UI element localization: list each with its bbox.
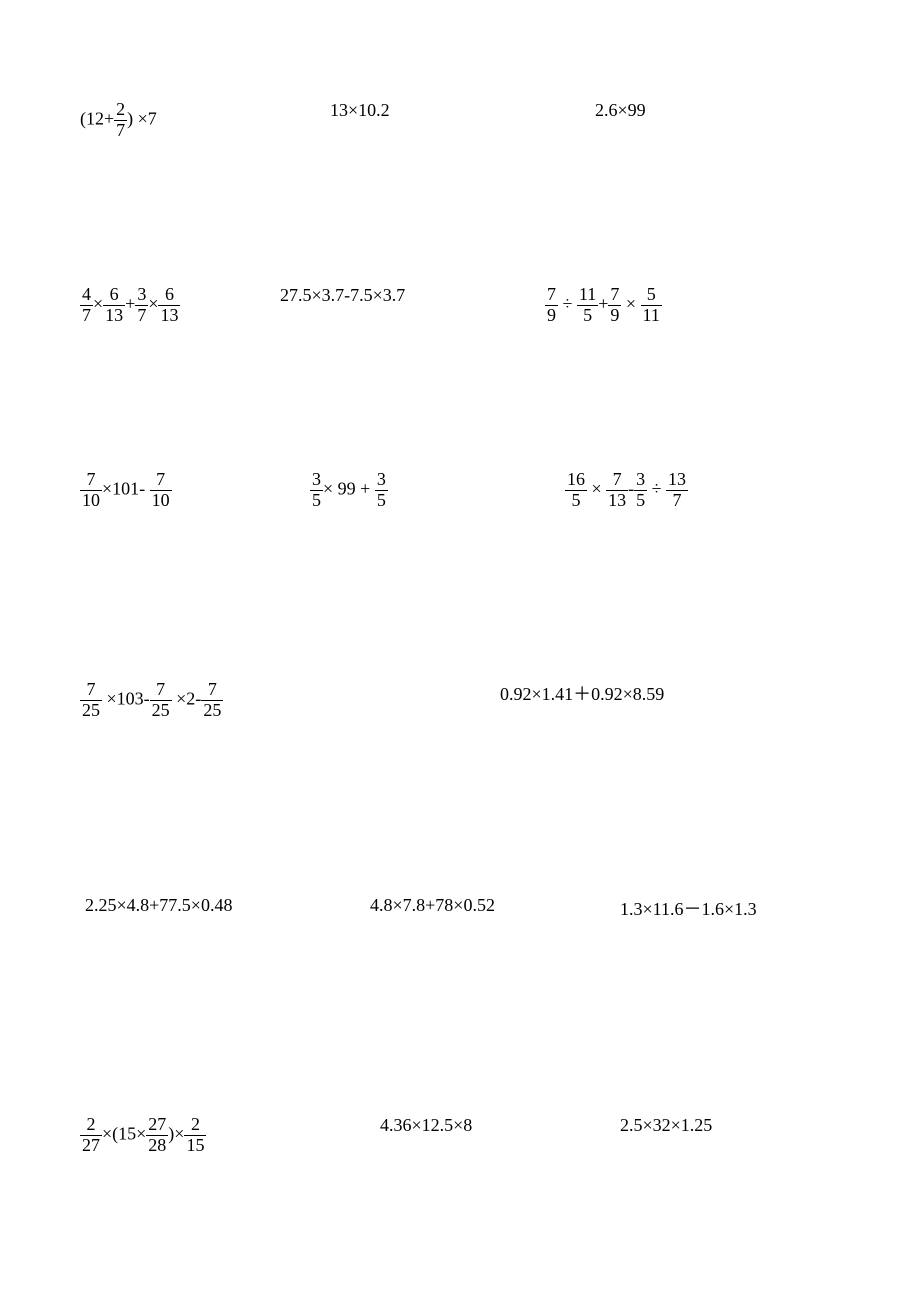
math-expression: 2.25×4.8+77.5×0.48 [85, 895, 232, 916]
math-expression: 2.6×99 [595, 100, 646, 121]
math-expression: 47×613+37×613 [80, 285, 180, 326]
math-expression: 2.5×32×1.25 [620, 1115, 712, 1136]
math-expression: 710×101- 710 [80, 470, 172, 511]
math-expression: 79 ÷ 115+79 × 511 [545, 285, 662, 326]
math-expression: (12+27) ×7 [80, 100, 157, 141]
math-expression: 165 × 713-35 ÷ 137 [565, 470, 688, 511]
math-expression: 725 ×103-725 ×2-725 [80, 680, 223, 721]
math-expression: 4.36×12.5×8 [380, 1115, 472, 1136]
math-expression: 0.92×1.41＋0.92×8.59 [500, 680, 664, 706]
math-expression: 227×(15×2728)×215 [80, 1115, 206, 1156]
math-expression: 1.3×11.6－1.6×1.3 [620, 895, 757, 921]
math-expression: 13×10.2 [330, 100, 390, 121]
math-expression: 27.5×3.7-7.5×3.7 [280, 285, 405, 306]
math-expression: 4.8×7.8+78×0.52 [370, 895, 495, 916]
math-expression: 35× 99 + 35 [310, 470, 388, 511]
